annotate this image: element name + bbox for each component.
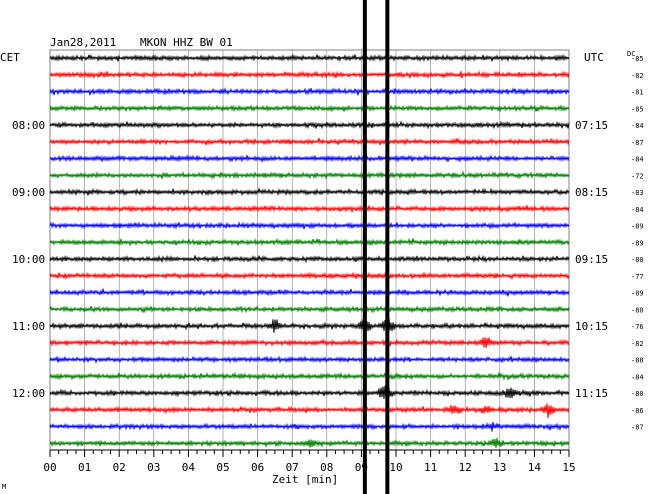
dc-offset-label: -80 [631, 390, 644, 398]
left-time-label: 09:00 [12, 186, 45, 199]
date-label: Jan28,2011 [50, 36, 116, 49]
x-tick-label: 11 [424, 461, 437, 474]
seismic-trace-row [49, 337, 570, 349]
seismic-trace-row [49, 204, 570, 214]
seismic-trace-row [49, 104, 570, 113]
left-time-label: 08:00 [12, 119, 45, 132]
station-label: MKON HHZ BW 01 [140, 36, 233, 49]
x-tick-label: 07 [286, 461, 299, 474]
right-time-label: 09:15 [575, 253, 608, 266]
left-time-label: 10:00 [12, 253, 45, 266]
dc-offset-label: -87 [631, 424, 644, 432]
right-time-label: 07:15 [575, 119, 608, 132]
dc-offset-label: -76 [631, 323, 644, 331]
dc-offset-label: -82 [631, 340, 644, 348]
right-time-label: 08:15 [575, 186, 608, 199]
left-zone-label: CET [0, 51, 20, 64]
x-tick-label: 05 [216, 461, 229, 474]
right-zone-label: UTC [584, 51, 604, 64]
x-tick-label: 00 [43, 461, 56, 474]
dc-offset-label: -80 [631, 256, 644, 264]
seismic-trace-row [49, 385, 570, 400]
label-layer: 08:00 09:00 10:00 11:00 12:00 07:15 08:15 09:15… [12, 55, 644, 432]
dc-offset-label: -87 [631, 139, 644, 147]
seismic-trace-row [49, 287, 570, 297]
seismic-trace-row [49, 154, 570, 164]
seismic-trace-row [49, 221, 570, 230]
seismic-trace-row [49, 421, 570, 432]
x-tick-label: 12 [459, 461, 472, 474]
dc-offset-label: -85 [631, 105, 644, 113]
dc-offset-label: -89 [631, 223, 644, 231]
dc-label: DC [627, 50, 635, 58]
seismic-trace-row [49, 186, 570, 197]
dc-offset-label: -89 [631, 239, 644, 247]
seismic-trace-row [49, 120, 570, 130]
x-tick-label: 02 [113, 461, 126, 474]
plot-frame [49, 49, 570, 451]
x-tick-label: 10 [389, 461, 402, 474]
marker-layer [362, 0, 390, 494]
seismic-trace-row [49, 70, 570, 80]
x-tick-label: 01 [78, 461, 91, 474]
right-time-label: 11:15 [575, 387, 608, 400]
dc-offset-label: -80 [631, 306, 644, 314]
x-tick-label: 13 [493, 461, 506, 474]
seismic-trace-row [49, 271, 570, 281]
x-tick-label: 03 [147, 461, 160, 474]
dc-offset-label: -83 [631, 189, 644, 197]
dc-offset-label: -88 [631, 357, 644, 365]
dc-offset-label: -72 [631, 172, 644, 180]
right-time-label: 10:15 [575, 320, 608, 333]
seismic-trace-row [49, 170, 570, 180]
dc-offset-label: -85 [631, 55, 644, 63]
left-time-label: 11:00 [12, 320, 45, 333]
x-tick-label: 08 [320, 461, 333, 474]
dc-offset-label: -86 [631, 407, 644, 415]
x-tick-layer: 00 01 02 03 04 05 06 07 08 09 10 11 12 13 14 15 [43, 450, 576, 474]
dc-offset-label: -89 [631, 290, 644, 298]
dc-offset-label: -84 [631, 156, 644, 164]
x-tick-label: 14 [528, 461, 542, 474]
x-tick-label: 15 [562, 461, 575, 474]
left-time-label: 12:00 [12, 387, 45, 400]
grid-layer [84, 50, 535, 450]
seismic-trace-row [49, 87, 570, 97]
seismic-trace-row [49, 355, 570, 365]
dc-offset-label: -84 [631, 122, 644, 130]
x-axis-title: Zeit [min] [272, 473, 338, 486]
seismic-trace-row [49, 305, 570, 314]
seismic-trace-row [49, 403, 570, 419]
dc-offset-label: -84 [631, 373, 644, 381]
x-tick-label: 06 [251, 461, 264, 474]
seismic-trace-row [49, 254, 570, 264]
seismic-trace-row [49, 237, 570, 247]
seismic-trace-row [49, 437, 570, 449]
dc-offset-label: -81 [631, 89, 644, 97]
x-tick-label: 09 [355, 461, 368, 474]
seismic-trace-row [49, 137, 570, 146]
dc-offset-label: -82 [631, 72, 644, 80]
corner-mark: M [2, 483, 6, 491]
seismic-trace-row [49, 53, 570, 63]
x-tick-label: 04 [182, 461, 196, 474]
dc-offset-label: -77 [631, 273, 644, 281]
dc-offset-label: -84 [631, 206, 644, 214]
trace-layer [49, 53, 570, 449]
seismic-trace-row [49, 371, 570, 381]
seismic-trace-row [49, 318, 570, 333]
